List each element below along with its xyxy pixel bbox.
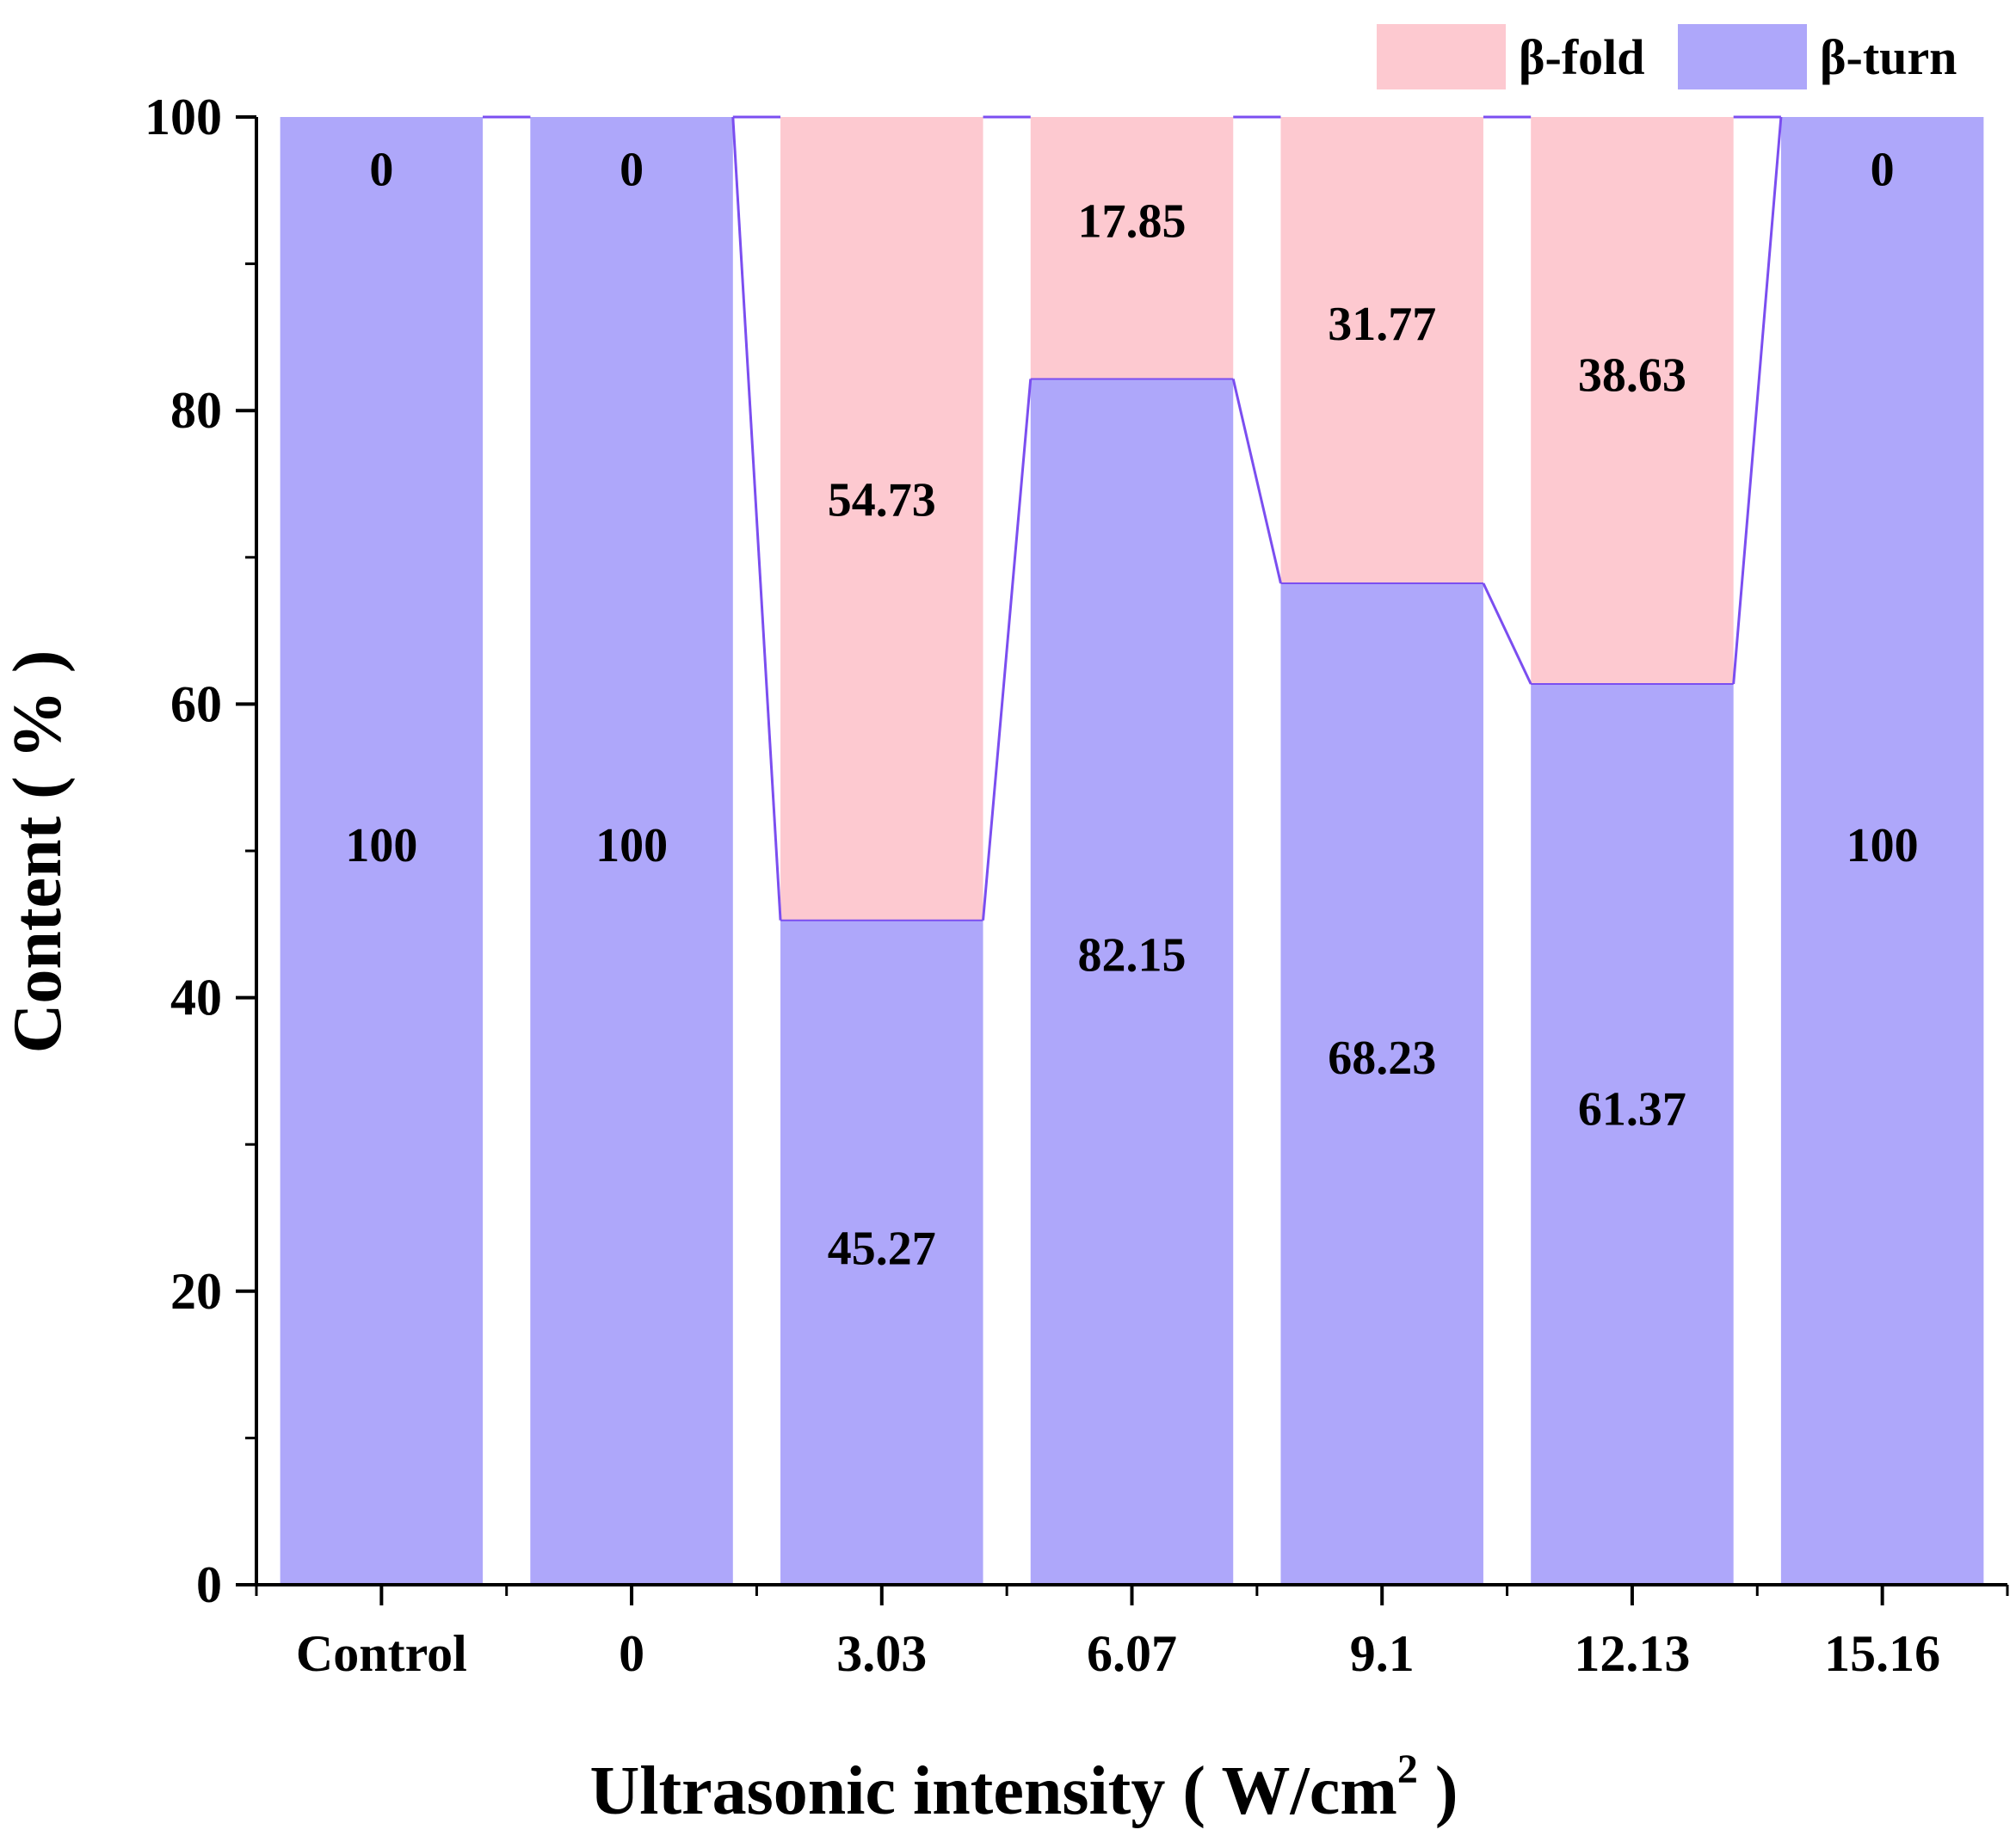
bar-beta-turn-6	[1780, 117, 1984, 1585]
x-tick-label-0: Control	[296, 1625, 467, 1682]
bar-beta-fold-4	[1280, 117, 1483, 583]
legend-label-beta-turn: β-turn	[1820, 29, 1957, 85]
bar-beta-turn-3	[1030, 379, 1234, 1585]
label-beta-turn-1: 100	[595, 819, 668, 872]
label-beta-turn-3: 82.15	[1078, 928, 1187, 982]
bar-beta-fold-5	[1531, 117, 1734, 685]
x-axis-label: Ultrasonic intensity ( W/cm2 )	[589, 1747, 1458, 1829]
axis-ticks: 0 20 40 60 80 100 Control 0 3.03 6.07 9.1 12.13 15.1…	[145, 89, 2009, 1682]
label-beta-turn-0: 100	[345, 819, 417, 872]
label-beta-fold-0: 0	[369, 144, 393, 197]
bar-value-labels: 100 0 100 0 45.27 54.73 82.15 17.85 68.23 31.77 61…	[345, 144, 1918, 1276]
connector-turn-4	[1482, 582, 1532, 685]
label-beta-turn-4: 68.23	[1328, 1032, 1436, 1085]
label-beta-turn-5: 61.37	[1578, 1083, 1686, 1137]
connector-turn-1	[731, 116, 782, 921]
bar-beta-turn-5	[1531, 684, 1734, 1585]
connector-turn-3	[1231, 379, 1282, 584]
label-beta-fold-4: 31.77	[1328, 298, 1436, 351]
y-tick-label-3: 60	[170, 675, 222, 732]
y-tick-label-5: 100	[145, 89, 222, 145]
y-tick-label-2: 40	[170, 970, 222, 1026]
x-tick-label-5: 12.13	[1574, 1625, 1690, 1682]
label-beta-fold-2: 54.73	[828, 474, 936, 527]
bar-beta-turn-2	[780, 920, 983, 1585]
connector-turn-2	[982, 379, 1033, 921]
x-axis-label-main: Ultrasonic intensity ( W/cm	[589, 1753, 1396, 1829]
x-tick-label-2: 3.03	[836, 1625, 927, 1682]
connector-turn-5	[1732, 116, 1783, 685]
y-tick-label-1: 20	[170, 1263, 222, 1320]
connector-lines	[483, 115, 1783, 921]
label-beta-turn-6: 100	[1846, 819, 1919, 872]
x-tick-label-6: 15.16	[1824, 1625, 1940, 1682]
bar-beta-turn-0	[280, 117, 484, 1585]
label-beta-fold-5: 38.63	[1578, 349, 1686, 403]
label-beta-turn-2: 45.27	[828, 1223, 936, 1276]
y-axis-label: Content ( % )	[0, 650, 76, 1054]
bar-beta-turn-1	[530, 117, 733, 1585]
label-beta-fold-6: 0	[1871, 144, 1895, 197]
bars-layer	[280, 117, 1984, 1585]
legend-swatch-beta-turn	[1678, 24, 1807, 89]
legend: β-fold β-turn	[1377, 24, 1957, 89]
x-tick-label-3: 6.07	[1087, 1625, 1177, 1682]
bar-beta-fold-2	[780, 117, 983, 921]
x-axis-label-close: )	[1418, 1753, 1458, 1829]
label-beta-fold-3: 17.85	[1078, 194, 1187, 248]
bar-beta-turn-4	[1280, 582, 1483, 1585]
legend-label-beta-fold: β-fold	[1519, 29, 1645, 85]
x-tick-label-4: 9.1	[1350, 1625, 1415, 1682]
y-tick-label-4: 80	[170, 382, 222, 439]
bar-beta-fold-3	[1030, 117, 1234, 379]
y-tick-label-0: 0	[196, 1556, 222, 1613]
legend-swatch-beta-fold	[1377, 24, 1506, 89]
label-beta-fold-1: 0	[620, 144, 644, 197]
x-tick-label-1: 0	[619, 1625, 644, 1682]
x-axis-label-superscript: 2	[1397, 1747, 1418, 1792]
